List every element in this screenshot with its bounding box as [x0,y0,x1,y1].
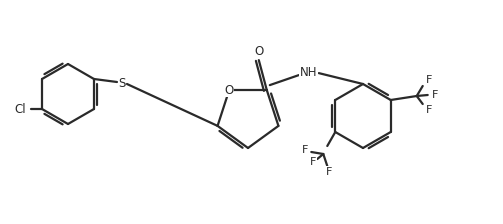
Text: NH: NH [300,66,317,79]
Text: Cl: Cl [15,103,26,116]
Text: F: F [310,157,316,167]
Text: F: F [326,167,332,177]
Text: F: F [432,90,438,100]
Text: F: F [426,105,432,115]
Text: S: S [118,77,126,90]
Text: O: O [224,84,234,97]
Text: F: F [426,75,432,85]
Text: F: F [302,145,308,155]
Text: O: O [254,45,264,58]
